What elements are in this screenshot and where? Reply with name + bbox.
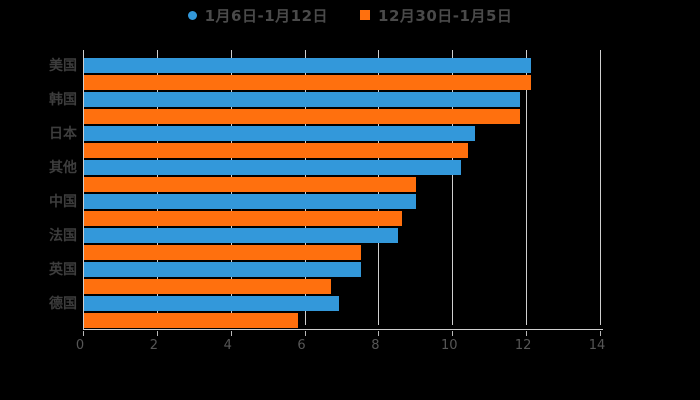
x-tick-label: 14 — [588, 338, 606, 353]
bar-series1-美国 — [84, 75, 531, 90]
x-tick-mark — [83, 331, 84, 336]
y-axis-label-德国: 德国 — [49, 295, 77, 312]
bar-series1-韩国 — [84, 109, 520, 124]
bar-series1-英国 — [84, 279, 332, 294]
legend-square-marker-icon — [360, 10, 371, 20]
bar-series0-中国 — [84, 194, 417, 209]
bar-series1-中国 — [84, 211, 402, 226]
x-tick-mark — [156, 331, 158, 336]
legend-item-previous-week[interactable]: 12月30日-1月5日 — [360, 5, 512, 26]
x-tick-mark — [304, 331, 306, 336]
x-tick-mark — [230, 331, 232, 336]
x-tick-label: 2 — [149, 338, 158, 353]
legend-circle-marker-icon — [187, 10, 197, 20]
gridline — [452, 50, 454, 325]
x-tick-mark — [600, 331, 601, 336]
legend-item-current-week[interactable]: 1月6日-1月12日 — [187, 5, 329, 26]
x-axis-line — [83, 329, 603, 330]
y-axis-label-日本: 日本 — [49, 125, 77, 142]
bar-series1-法国 — [84, 245, 361, 260]
x-tick-mark — [526, 331, 528, 336]
legend-label-current-week: 1月6日-1月12日 — [204, 6, 329, 25]
y-axis-label-英国: 英国 — [49, 261, 77, 278]
y-axis-label-法国: 法国 — [49, 227, 77, 244]
x-tick-label: 8 — [371, 338, 380, 353]
bar-series0-韩国 — [84, 92, 520, 107]
x-tick-mark — [378, 331, 380, 336]
x-tick-label: 6 — [297, 338, 306, 353]
x-tick-label: 4 — [223, 338, 232, 353]
y-axis-label-韩国: 韩国 — [49, 91, 77, 108]
bar-series0-法国 — [84, 228, 398, 243]
bar-series1-德国 — [84, 313, 299, 328]
bar-series0-英国 — [84, 262, 361, 277]
y-axis-label-其他: 其他 — [49, 159, 77, 176]
plot-area — [83, 48, 603, 330]
y-axis-label-美国: 美国 — [49, 57, 77, 74]
x-tick-mark — [452, 331, 454, 336]
bar-series0-德国 — [84, 296, 339, 311]
x-tick-label: 0 — [75, 338, 85, 353]
y-axis-label-中国: 中国 — [49, 193, 77, 210]
x-tick-label: 10 — [441, 338, 458, 353]
bar-series0-美国 — [84, 58, 531, 73]
bar-series0-其他 — [84, 160, 461, 175]
bar-series0-日本 — [84, 126, 476, 141]
gridline — [526, 50, 528, 325]
gridline — [600, 50, 601, 325]
bar-series1-日本 — [84, 143, 469, 158]
legend: 1月6日-1月12日 12月30日-1月5日 — [0, 5, 700, 25]
gridline — [83, 50, 84, 325]
bar-series1-其他 — [84, 177, 417, 192]
legend-label-previous-week: 12月30日-1月5日 — [378, 6, 513, 25]
x-tick-label: 12 — [514, 338, 532, 353]
